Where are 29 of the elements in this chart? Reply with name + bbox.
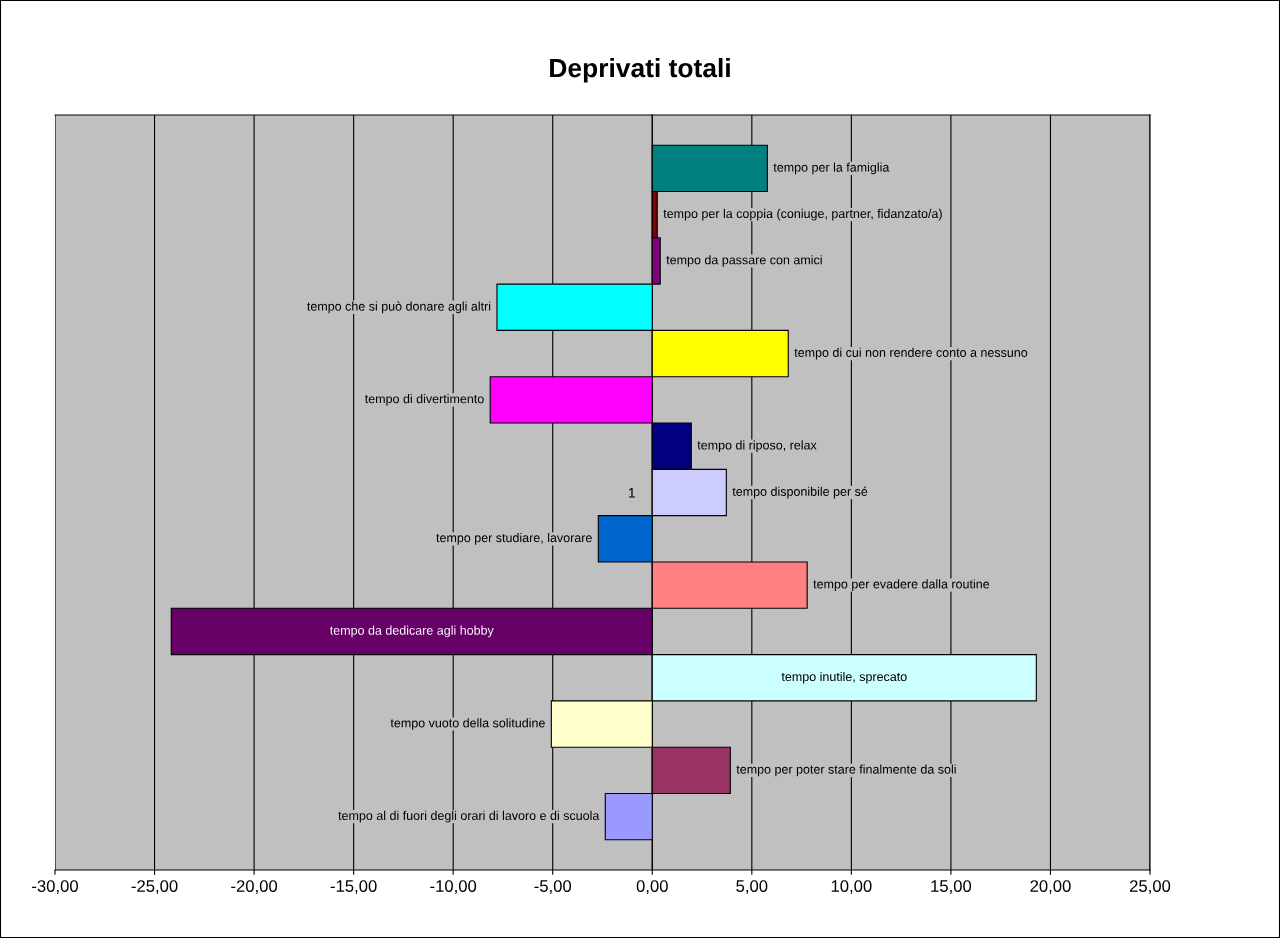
series-label: tempo di cui non rendere conto a nessuno	[794, 347, 1028, 360]
x-tick-label: -15,00	[330, 880, 377, 894]
y-tick-label: 1	[628, 487, 635, 498]
x-tick-label: -30,00	[32, 880, 78, 894]
x-tick-label: 0,00	[636, 880, 668, 894]
series-label: tempo per studiare, lavorare	[436, 532, 592, 545]
series-label: tempo al di fuori degli orari di lavoro e di scuola	[338, 810, 600, 823]
series-label: tempo inutile, sprecato	[781, 671, 907, 684]
x-tick-label: -10,00	[430, 880, 477, 894]
series-label: tempo che si può donare agli altri	[307, 301, 491, 314]
series-label: tempo vuoto della solitudine	[390, 718, 545, 730]
series-label: tempo da passare con amici	[666, 255, 822, 267]
x-tick-label: 20,00	[1030, 880, 1071, 894]
series-label: tempo di divertimento	[364, 394, 484, 406]
x-tick-label: -25,00	[131, 880, 178, 894]
x-tick-label: -5,00	[534, 880, 572, 894]
series-label: tempo per la famiglia	[773, 162, 890, 175]
x-tick-label: 10,00	[831, 880, 872, 894]
x-tick-label: 5,00	[736, 880, 768, 894]
series-label: tempo per poter stare finalmente da soli	[736, 764, 956, 777]
series-label: tempo disponibile per sé	[732, 486, 868, 499]
chart-title: Deprivati totali	[550, 58, 730, 83]
series-label: tempo per evadere dalla routine	[813, 579, 990, 591]
x-tick-label: 25,00	[1129, 880, 1171, 894]
x-tick-label: 15,00	[931, 880, 972, 894]
series-label: tempo per la coppia (coniuge, partner, fidanzato/a)	[663, 208, 942, 221]
x-tick-label: -20,00	[231, 880, 278, 894]
series-label: tempo di riposo, relax	[697, 440, 817, 453]
series-label: tempo da dedicare agli hobby	[329, 625, 494, 638]
